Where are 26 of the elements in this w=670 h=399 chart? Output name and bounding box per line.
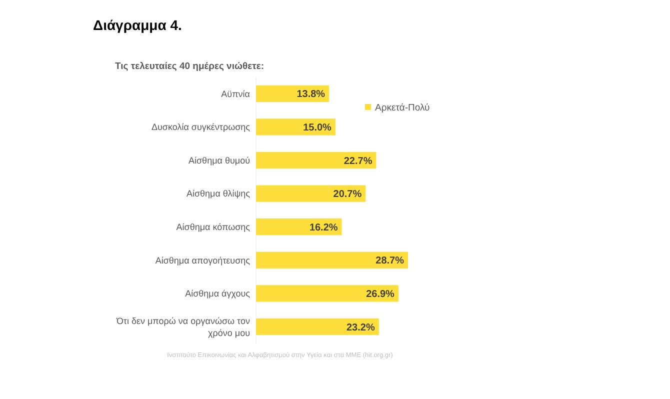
bar	[256, 218, 342, 236]
y-tick-label: Αϋπνία	[221, 88, 250, 99]
data-label: 23.2%	[346, 322, 375, 334]
data-label: 16.2%	[309, 222, 338, 234]
bar	[256, 285, 398, 302]
data-label: 28.7%	[376, 256, 404, 267]
data-label: 15.0%	[303, 122, 332, 134]
y-tick-label: Αίσθημα θλίψης	[186, 188, 251, 199]
y-tick-label: Αίσθημα απογοήτευσης	[155, 255, 251, 266]
chart-subtitle: Τις τελευταίες 40 ημέρες νιώθετε:	[115, 61, 264, 72]
bar	[256, 152, 376, 169]
data-label: 20.7%	[333, 189, 362, 200]
y-tick-label: Ότι δεν μπορώ να οργανώσω τον χρόνο μου	[115, 316, 250, 338]
y-tick-label: Αίσθημα άγχους	[185, 288, 251, 299]
legend-label: Αρκετά-Πολύ	[375, 102, 430, 114]
text: Διάγραμμα 4.	[93, 17, 182, 33]
bar	[256, 252, 408, 268]
bar	[256, 318, 379, 336]
y-tick-label: Δυσκολία συγκέντρωσης	[151, 122, 251, 132]
bar	[256, 185, 366, 202]
data-label: 22.7%	[344, 156, 372, 167]
bar	[256, 118, 336, 136]
y-tick-label: Αίσθημα θυμού	[188, 155, 250, 166]
data-label: 13.8%	[296, 89, 326, 100]
y-tick-label: Αίσθημα κόπωσης	[176, 222, 251, 232]
data-label: 26.9%	[366, 288, 395, 300]
